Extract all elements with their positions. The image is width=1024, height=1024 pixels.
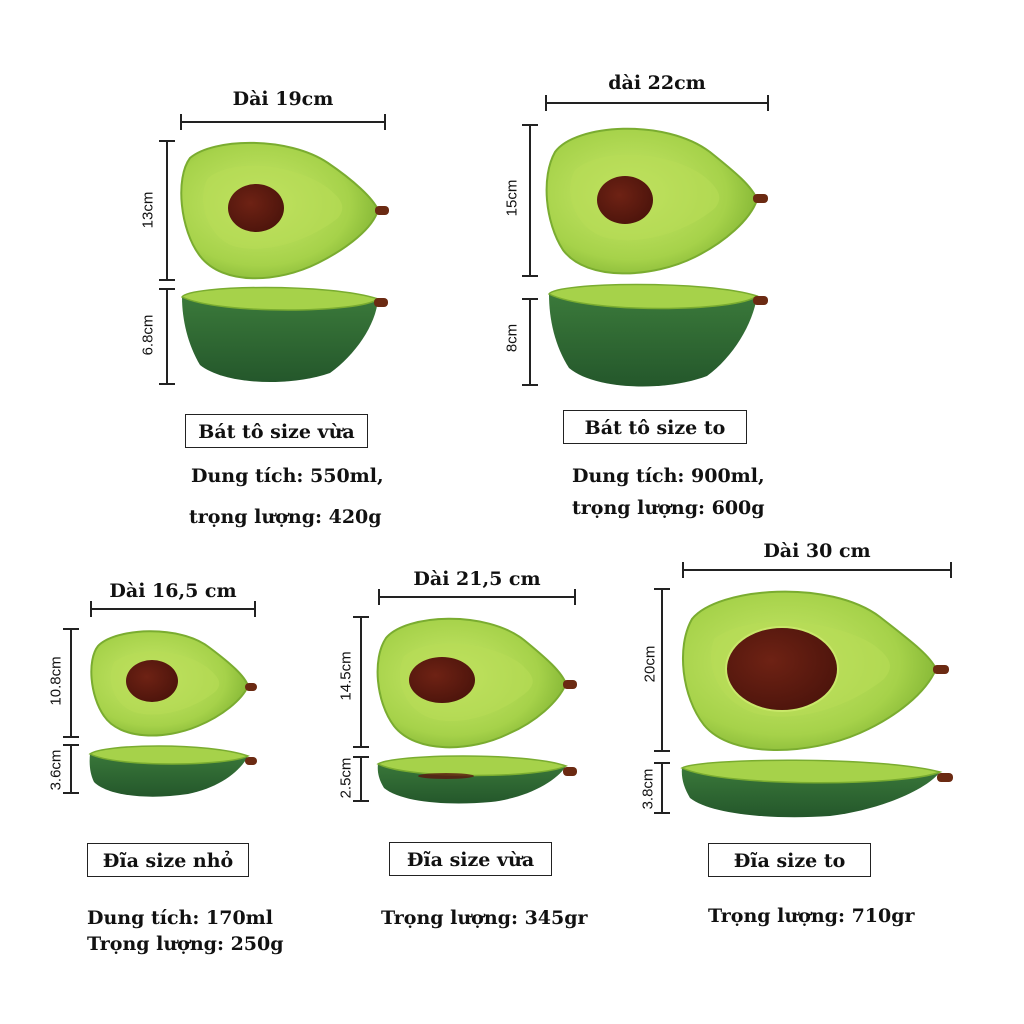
product-info-line-1: Dung tích: 550ml, xyxy=(191,465,384,487)
product-name-box: Bát tô size to xyxy=(563,410,747,444)
height-label: 3.8cm xyxy=(639,768,657,810)
avocado-plate-side-view xyxy=(376,755,577,804)
product-name-box: Đĩa size nhỏ xyxy=(87,843,249,877)
width-dimension-line xyxy=(166,140,168,281)
avocado-bowl-side-view xyxy=(180,286,388,383)
product-info-line-1: Trọng lượng: 345gr xyxy=(381,907,588,929)
avocado-bowl-side-view xyxy=(547,283,768,387)
length-label: Dài 16,5 cm xyxy=(109,580,237,602)
product-name-box: Đĩa size to xyxy=(708,843,871,877)
height-label: 8cm xyxy=(503,323,521,353)
length-dimension-line xyxy=(90,608,256,610)
avocado-plate-side-view xyxy=(680,759,953,818)
width-dimension-line xyxy=(661,588,663,752)
product-info-line-2: trọng lượng: 420g xyxy=(189,506,382,528)
width-label: 15cm xyxy=(503,179,521,217)
product-info-line-1: Dung tích: 170ml xyxy=(87,907,273,929)
width-label: 14.5cm xyxy=(337,651,355,701)
height-label: 2.5cm xyxy=(337,757,355,799)
length-label: Dài 21,5 cm xyxy=(413,568,541,590)
avocado-plate-top-view xyxy=(376,617,577,749)
length-label: Dài 19cm xyxy=(232,88,334,110)
width-label: 10.8cm xyxy=(47,656,65,706)
height-dimension-line xyxy=(70,744,72,794)
avocado-plate-top-view xyxy=(90,630,257,737)
height-dimension-line xyxy=(166,288,168,385)
product-info-line-2: Trọng lượng: 250g xyxy=(87,933,284,955)
length-label: dài 22cm xyxy=(608,72,706,94)
length-dimension-line xyxy=(545,102,769,104)
height-label: 6.8cm xyxy=(139,314,157,356)
width-dimension-line xyxy=(360,616,362,748)
width-label: 13cm xyxy=(139,191,157,229)
product-name-box: Bát tô size vừa xyxy=(185,414,368,448)
width-dimension-line xyxy=(70,628,72,738)
height-dimension-line xyxy=(360,756,362,802)
product-info-line-2: trọng lượng: 600g xyxy=(572,497,765,519)
product-info-line-1: Dung tích: 900ml, xyxy=(572,465,765,487)
product-info-line-1: Trọng lượng: 710gr xyxy=(708,905,915,927)
length-dimension-line xyxy=(180,121,386,123)
length-label: Dài 30 cm xyxy=(763,540,871,562)
height-label: 3.6cm xyxy=(47,749,65,791)
height-dimension-line xyxy=(529,298,531,386)
height-dimension-line xyxy=(661,762,663,814)
avocado-bowl-top-view xyxy=(545,127,768,275)
avocado-plate-top-view xyxy=(681,590,949,751)
product-name-box: Đĩa size vừa xyxy=(389,842,552,876)
width-dimension-line xyxy=(529,124,531,277)
length-dimension-line xyxy=(682,569,952,571)
avocado-bowl-top-view xyxy=(180,141,389,280)
avocado-plate-side-view xyxy=(88,745,257,797)
length-dimension-line xyxy=(378,596,576,598)
width-label: 20cm xyxy=(641,645,659,683)
